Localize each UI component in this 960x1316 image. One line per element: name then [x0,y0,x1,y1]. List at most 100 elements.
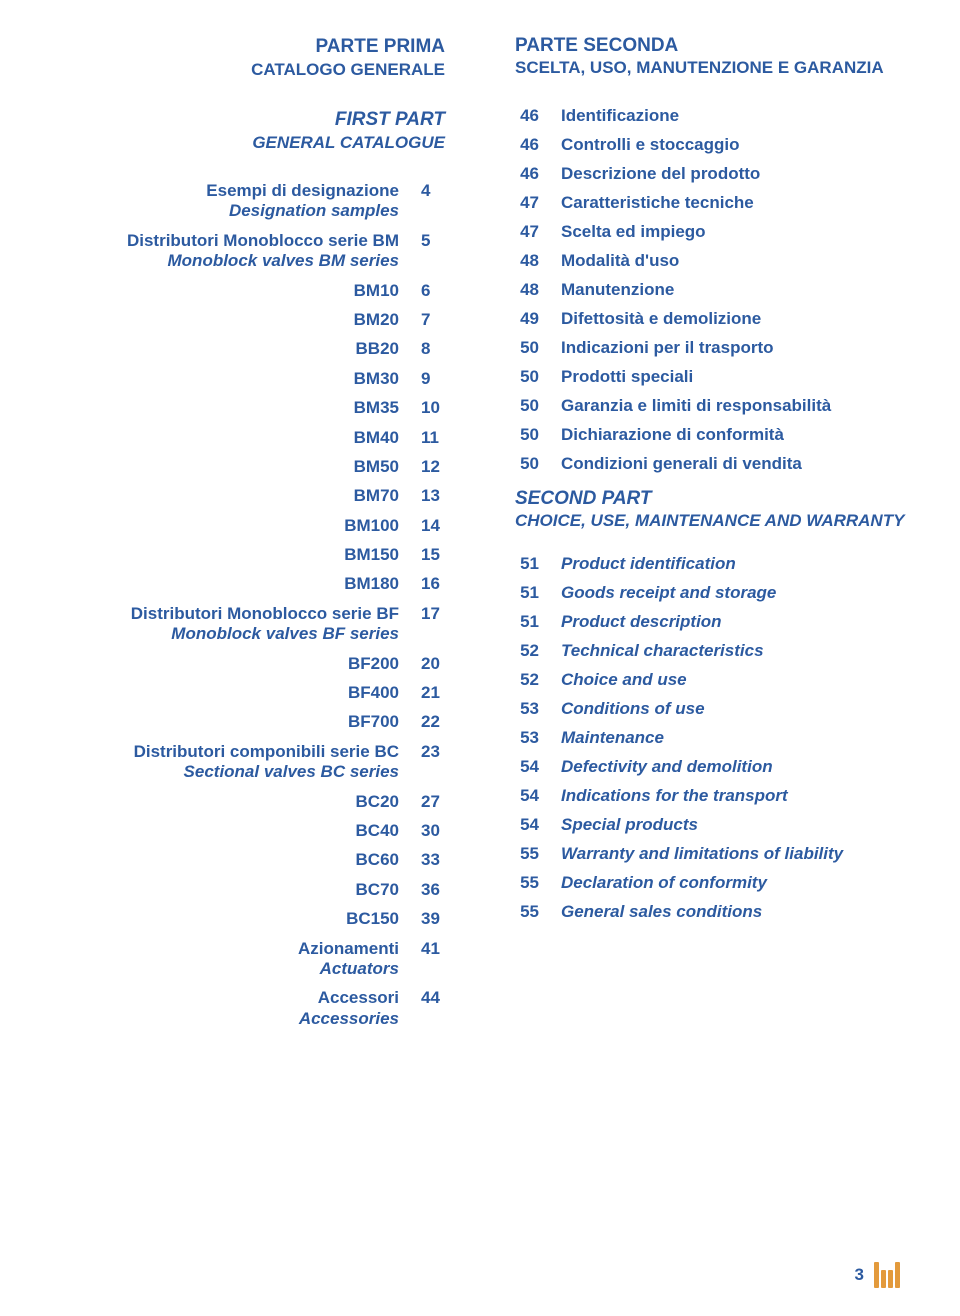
toc-row: BC4030 [55,821,445,841]
toc-label: Declaration of conformity [561,873,767,893]
toc-label-sub: Monoblock valves BM series [127,251,399,271]
toc-row: 50Prodotti speciali [515,367,920,387]
right-toc-list-it: 46Identificazione46Controlli e stoccaggi… [515,106,920,474]
toc-label: BM70 [354,486,399,506]
toc-label-sub: Designation samples [206,201,399,221]
toc-page: 51 [515,554,539,574]
right-column: PARTE SECONDA SCELTA, USO, MANUTENZIONE … [515,35,920,1195]
toc-row: BM180 16 [55,574,445,594]
toc-label-main: BM50 [354,457,399,476]
toc-page: 46 [515,106,539,126]
toc-label-sub: Actuators [298,959,399,979]
toc-label: General sales conditions [561,902,762,922]
toc-page: 53 [515,699,539,719]
toc-page: 52 [515,670,539,690]
toc-label: Dichiarazione di conformità [561,425,784,445]
toc-label: BM35 [354,398,399,418]
toc-label: BC40 [356,821,399,841]
toc-page: 51 [515,612,539,632]
toc-row: BB20 8 [55,339,445,359]
toc-row: BF20020 [55,654,445,674]
toc-label: Distributori Monoblocco serie BMMonobloc… [127,231,399,272]
toc-page: 54 [515,757,539,777]
toc-page: 12 [421,457,445,477]
toc-row: 53 Conditions of use [515,699,920,719]
toc-page: 54 [515,786,539,806]
page-root: PARTE PRIMA CATALOGO GENERALE FIRST PART… [0,0,960,1255]
toc-label-main: BF200 [348,654,399,673]
toc-page: 21 [421,683,445,703]
toc-page: 50 [515,367,539,387]
left-head1: PARTE PRIMA [55,35,445,59]
toc-row: BM207 [55,310,445,330]
toc-row: 52Technical characteristics [515,641,920,661]
toc-label-main: BF700 [348,712,399,731]
right-head1-sub: SCELTA, USO, MANUTENZIONE E GARANZIA [515,57,920,78]
toc-row: BM4011 [55,428,445,448]
toc-page: 47 [515,193,539,213]
toc-row: BM7013 [55,486,445,506]
toc-page: 46 [515,164,539,184]
toc-page: 44 [421,988,445,1008]
toc-label: BM30 [354,369,399,389]
toc-row: 46Descrizione del prodotto [515,164,920,184]
toc-row: 54 Indications for the transport [515,786,920,806]
toc-label-sub: Monoblock valves BF series [131,624,399,644]
toc-label-main: BC60 [356,850,399,869]
toc-row: 51Goods receipt and storage [515,583,920,603]
toc-label-main: BB20 [356,339,399,358]
toc-label-sub: Sectional valves BC series [134,762,399,782]
toc-page: 49 [515,309,539,329]
toc-row: BM50 12 [55,457,445,477]
toc-row: 49Difettosità e demolizione [515,309,920,329]
toc-label: Product description [561,612,722,632]
toc-label: Distributori componibili serie BCSection… [134,742,399,783]
toc-label-main: Accessori [318,988,399,1007]
toc-page: 48 [515,251,539,271]
left-column: PARTE PRIMA CATALOGO GENERALE FIRST PART… [55,35,445,1195]
toc-label: BF200 [348,654,399,674]
toc-label: BM100 [344,516,399,536]
toc-row: BC2027 [55,792,445,812]
right-head1: PARTE SECONDA [515,35,920,57]
toc-row: AzionamentiActuators41 [55,939,445,980]
toc-row: BF70022 [55,712,445,732]
right-head2-sub: CHOICE, USE, MAINTENANCE AND WARRANTY [515,510,920,531]
toc-label: Scelta ed impiego [561,222,706,242]
toc-page: 8 [421,339,445,359]
toc-label-main: BC70 [356,880,399,899]
toc-row: BC15039 [55,909,445,929]
toc-row: BF40021 [55,683,445,703]
toc-row: 50Indicazioni per il trasporto [515,338,920,358]
toc-label: Conditions of use [561,699,705,719]
toc-label: Choice and use [561,670,687,690]
toc-label-main: BM40 [354,428,399,447]
toc-page: 46 [515,135,539,155]
toc-page: 9 [421,369,445,389]
toc-label-main: BM180 [344,574,399,593]
toc-label-main: BM70 [354,486,399,505]
toc-label: Caratteristiche tecniche [561,193,754,213]
toc-label: Garanzia e limiti di responsabilità [561,396,831,416]
toc-page: 16 [421,574,445,594]
toc-page: 50 [515,396,539,416]
toc-row: BM15015 [55,545,445,565]
toc-row: 47 Caratteristiche tecniche [515,193,920,213]
toc-page: 7 [421,310,445,330]
toc-label-main: Esempi di designazione [206,181,399,200]
toc-label: Special products [561,815,698,835]
toc-page: 50 [515,425,539,445]
toc-label: BC20 [356,792,399,812]
toc-row: 47Scelta ed impiego [515,222,920,242]
toc-page: 55 [515,844,539,864]
toc-page: 4 [421,181,445,201]
toc-page: 10 [421,398,445,418]
left-toc-list: Esempi di designazioneDesignation sample… [55,181,445,1029]
toc-label: BC60 [356,850,399,870]
left-heading-block-2: FIRST PART GENERAL CATALOGUE [55,108,445,153]
toc-row: Distributori componibili serie BCSection… [55,742,445,783]
toc-label-main: BC40 [356,821,399,840]
right-head2: SECOND PART [515,488,920,510]
toc-label: Indications for the transport [561,786,788,806]
toc-row: Esempi di designazioneDesignation sample… [55,181,445,222]
